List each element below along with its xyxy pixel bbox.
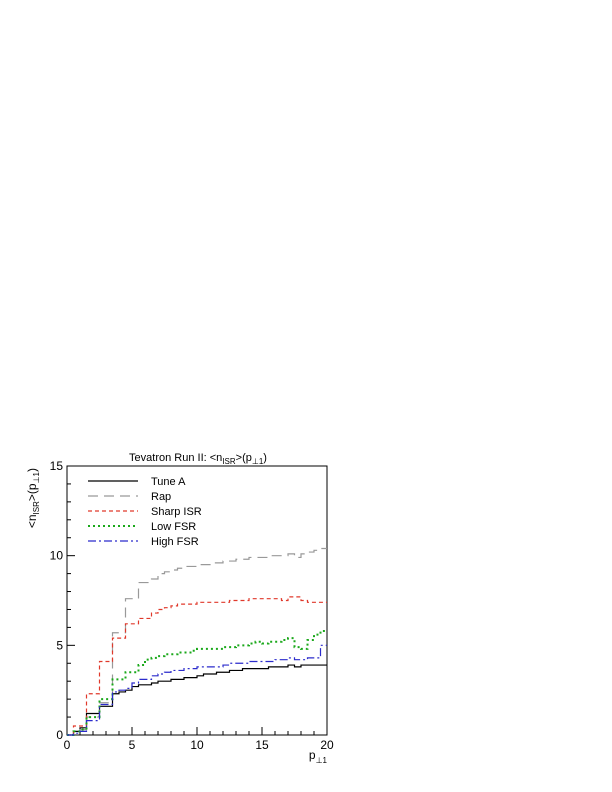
chart-title-main: Tevatron Run II: <n [129, 452, 222, 464]
series-line-rap [67, 547, 327, 736]
y-tick-label: 0 [56, 728, 63, 742]
x-axis-label-sub: ⊥1 [316, 756, 328, 765]
series-line-sharp-isr [67, 596, 327, 736]
chart-title-mid: >(p [236, 452, 252, 464]
y-axis-label-sub: ISR [32, 501, 41, 515]
legend-label: Low FSR [151, 521, 196, 533]
series-group [67, 547, 327, 736]
legend-label: Rap [151, 491, 171, 503]
chart-title-sub: ISR [222, 457, 236, 466]
legend: Tune A Rap Sharp ISR Low FSR High FSR [88, 476, 202, 548]
y-axis-label-sub2: ⊥1 [32, 471, 41, 483]
series-line-low-fsr [67, 629, 327, 736]
x-tick-label: 20 [320, 738, 334, 752]
x-axis-label: p⊥1 [309, 748, 328, 765]
chart-title-sub2: ⊥1 [252, 457, 264, 466]
chart-title: Tevatron Run II: <nISR>(p⊥1) [129, 452, 267, 466]
legend-label: High FSR [151, 536, 199, 548]
x-tick-label: 15 [255, 738, 269, 752]
axis-ticks: 0 5 10 15 20 0 5 10 15 [50, 459, 334, 752]
series-line-tune-a [67, 664, 327, 736]
y-tick-label: 10 [50, 549, 64, 563]
y-tick-label: 15 [50, 459, 64, 473]
legend-label: Tune A [151, 476, 186, 488]
y-axis-label-main: <n [25, 514, 39, 528]
y-axis-label-mid: >(p [25, 483, 39, 501]
x-axis-label-main: p [309, 748, 316, 762]
x-tick-label: 5 [129, 738, 136, 752]
y-axis-label-end: ) [25, 468, 39, 472]
chart-title-end: ) [263, 452, 267, 464]
series-line-high-fsr [67, 644, 327, 736]
y-axis-label: <nISR>(p⊥1) [25, 468, 41, 528]
x-tick-label: 0 [64, 738, 71, 752]
x-tick-label: 10 [190, 738, 204, 752]
y-tick-label: 5 [56, 638, 63, 652]
legend-label: Sharp ISR [151, 506, 202, 518]
